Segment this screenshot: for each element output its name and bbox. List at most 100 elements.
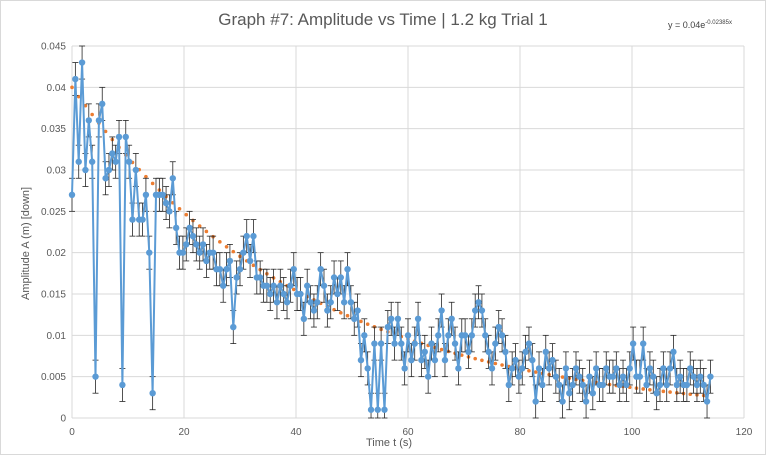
tick-labels: 0 0.005 0.01 0.015 0.02 0.025 0.03 0.035 0.04 0.0… [41, 42, 753, 439]
y-tick-label: 0.005 [41, 372, 66, 383]
data-point [438, 307, 445, 314]
data-point [82, 166, 89, 174]
chart-title: Graph #7: Amplitude vs Time | 1.2 kg Tri… [218, 10, 548, 29]
error-bars [69, 45, 714, 419]
data-point [629, 340, 637, 347]
data-point [545, 365, 553, 372]
data-point [267, 290, 274, 298]
data-point [304, 282, 311, 289]
data-point [92, 373, 99, 380]
data-point [670, 348, 677, 356]
data-point [283, 299, 291, 306]
data-point [347, 299, 355, 306]
data-point [233, 274, 240, 281]
data-point [115, 133, 123, 141]
data-point [230, 323, 237, 331]
data-point [549, 356, 556, 364]
trendline-dot [291, 287, 296, 292]
data-point [643, 381, 650, 389]
trendline-dot [332, 307, 336, 312]
data-point [391, 340, 398, 347]
data-point [663, 381, 670, 389]
trendline-dot [90, 112, 94, 117]
data-point [592, 365, 600, 372]
data-point [673, 381, 680, 389]
data-point [112, 158, 119, 165]
x-tick-label: 100 [624, 427, 641, 438]
data-point [472, 307, 479, 314]
data-point [542, 348, 549, 356]
data-point [414, 315, 422, 322]
data-point [263, 282, 271, 289]
data-point [119, 381, 126, 389]
data-point [246, 257, 254, 265]
data-point [310, 307, 318, 314]
data-point [424, 373, 432, 380]
data-point [354, 307, 361, 314]
trendline-dot [83, 103, 88, 108]
data-point [401, 365, 408, 372]
data-point [300, 315, 308, 322]
data-point [105, 166, 113, 174]
data-point [193, 241, 200, 248]
trendline-dot [103, 129, 108, 134]
trendline-dot [439, 347, 444, 352]
data-point [377, 340, 385, 347]
data-point [273, 299, 281, 306]
data-point [626, 365, 633, 372]
trendline-equation-exponent: -0.02385x [705, 20, 732, 26]
data-point [468, 332, 476, 339]
data-point [109, 150, 116, 157]
data-point [408, 356, 415, 364]
data-point [700, 381, 707, 389]
data-point [172, 224, 180, 232]
trendline-dot [177, 207, 182, 211]
data-point [297, 290, 304, 298]
data-point [589, 390, 596, 397]
trendline-dot [560, 375, 565, 379]
data-point [448, 315, 455, 322]
data-point [623, 381, 630, 389]
data-point [666, 365, 674, 372]
data-point [603, 365, 610, 372]
data-point [85, 117, 93, 124]
data-point [687, 365, 694, 372]
data-point [196, 249, 203, 256]
data-point [640, 340, 647, 347]
data-point [505, 381, 512, 389]
trendline-dot [197, 224, 202, 228]
data-point [256, 274, 264, 281]
trendline-dot [150, 181, 155, 186]
data-point [381, 406, 388, 413]
data-point [650, 373, 657, 380]
data-point [404, 332, 412, 339]
data-point [529, 356, 536, 364]
data-point [367, 406, 375, 413]
data-point [569, 381, 576, 389]
data-point [435, 332, 442, 339]
data-point [220, 282, 227, 289]
data-point [122, 133, 129, 141]
data-point [139, 216, 146, 223]
data-point [287, 282, 294, 289]
data-point [95, 117, 103, 124]
data-point [421, 348, 428, 356]
y-tick-label: 0.025 [41, 207, 66, 218]
x-tick-label: 120 [736, 427, 753, 438]
data-point [619, 373, 627, 380]
data-point [240, 249, 247, 256]
data-point [522, 348, 529, 356]
data-point [334, 290, 341, 298]
data-point [579, 381, 586, 389]
data-point [162, 199, 170, 207]
data-point [566, 390, 573, 397]
data-point [586, 373, 593, 380]
data-point [280, 290, 287, 298]
y-tick-label: 0 [60, 414, 66, 425]
data-point [364, 365, 371, 372]
data-point [75, 158, 82, 165]
data-point [676, 373, 684, 380]
trendline-dot [500, 363, 504, 367]
data-point [636, 373, 644, 380]
x-tick-label: 20 [178, 427, 190, 438]
